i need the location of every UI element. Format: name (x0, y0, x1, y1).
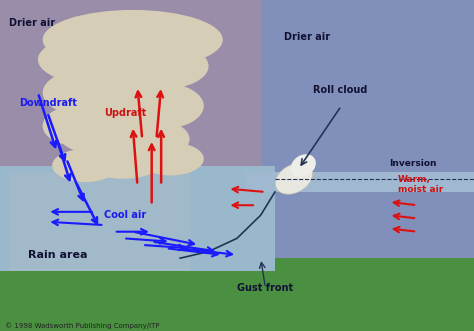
FancyBboxPatch shape (261, 0, 474, 271)
Ellipse shape (118, 83, 204, 129)
Ellipse shape (137, 142, 204, 175)
FancyBboxPatch shape (0, 258, 474, 331)
Text: Inversion: Inversion (389, 159, 436, 167)
Text: Updraft: Updraft (104, 108, 146, 118)
Ellipse shape (43, 70, 128, 116)
Ellipse shape (38, 33, 171, 86)
Ellipse shape (85, 76, 161, 122)
Text: Cool air: Cool air (104, 211, 146, 220)
Text: Roll cloud: Roll cloud (313, 85, 367, 95)
FancyBboxPatch shape (0, 166, 275, 271)
Text: Rain area: Rain area (28, 250, 88, 260)
Text: © 1998 Wadsworth Publishing Company/ITP: © 1998 Wadsworth Publishing Company/ITP (5, 322, 159, 329)
Ellipse shape (114, 119, 190, 159)
Text: Warm,
moist air: Warm, moist air (398, 174, 443, 194)
Ellipse shape (43, 106, 109, 146)
Ellipse shape (43, 10, 223, 70)
Ellipse shape (291, 154, 316, 177)
Ellipse shape (81, 139, 166, 179)
FancyBboxPatch shape (246, 172, 474, 192)
Ellipse shape (52, 149, 118, 182)
Text: Downdraft: Downdraft (19, 98, 77, 108)
FancyBboxPatch shape (9, 172, 190, 271)
Ellipse shape (114, 43, 209, 89)
Text: Drier air: Drier air (284, 32, 330, 42)
Ellipse shape (275, 163, 312, 194)
Ellipse shape (57, 109, 152, 156)
Text: Gust front: Gust front (237, 283, 293, 293)
Text: Drier air: Drier air (9, 19, 55, 28)
FancyBboxPatch shape (0, 0, 294, 271)
